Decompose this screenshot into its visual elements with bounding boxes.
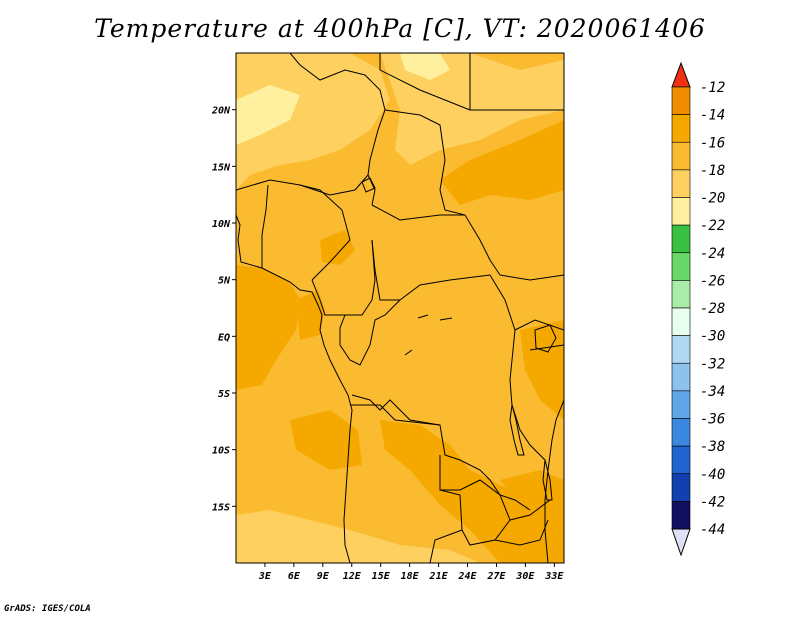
colorbar-swatch	[671, 445, 691, 475]
lon-tick-label: 18E	[401, 571, 420, 582]
colorbar-swatch	[671, 335, 691, 364]
colorbar-swatch	[671, 141, 691, 171]
lon-tick-label: 15E	[372, 571, 391, 582]
lon-tick-label: 6E	[288, 571, 301, 582]
lon-tick-label: 30E	[515, 571, 535, 582]
border-east-coast	[499, 274, 564, 351]
lon-tick-label: 3E	[258, 571, 272, 582]
colorbar-swatch	[671, 224, 691, 254]
border-chad-sudan	[384, 109, 501, 276]
border-angola	[350, 404, 463, 563]
colorbar-label: -40	[700, 467, 725, 483]
colorbar-swatch	[671, 418, 691, 447]
lake-malawi	[542, 459, 553, 501]
lon-tick-label: 24E	[457, 571, 477, 582]
warm-region-southwest	[290, 410, 362, 470]
border-cameroon	[311, 239, 376, 316]
lat-tick-label: 5S	[218, 389, 230, 400]
congo-river-lakes	[404, 314, 453, 356]
colorbar-label: -24	[700, 246, 725, 262]
warm-region-east-coast	[520, 320, 564, 420]
colorbar-label: -42	[700, 494, 725, 510]
colorbar-label: -16	[700, 135, 725, 151]
colorbar-label: -34	[700, 384, 725, 400]
colorbar-swatch	[671, 280, 691, 309]
lat-tick-label: EQ	[218, 332, 230, 343]
warm-region-east	[440, 120, 564, 205]
lon-tick-label: 27E	[486, 571, 506, 582]
temperature-field	[236, 53, 564, 563]
colorbar-label: -44	[700, 522, 725, 538]
lat-tick-label: 5N	[218, 276, 231, 287]
warm-region-gabon	[296, 290, 325, 340]
border-nigeria	[261, 184, 351, 281]
map-frame	[235, 52, 565, 564]
colorbar-label: -20	[700, 191, 725, 207]
colorbar-label: -32	[700, 356, 725, 372]
latitude-axis: 20N 15N 10N 5N EQ 5S 10S 15S	[211, 106, 236, 513]
lat-tick-label: 15S	[212, 502, 230, 513]
colorbar-swatch	[671, 501, 691, 530]
colorbar-label: -14	[700, 108, 725, 124]
colorbar-swatch	[671, 169, 691, 198]
colorbar-swatch	[671, 114, 691, 143]
coolest-region-northwest	[236, 85, 300, 145]
cool-region-south	[236, 510, 480, 563]
coolest-region-north	[400, 53, 450, 80]
colorbar-swatch	[671, 473, 691, 502]
colorbar-label: -36	[700, 412, 725, 428]
colorbar-label: -18	[700, 163, 725, 179]
lat-tick-label: 15N	[212, 162, 231, 173]
border-libya	[379, 53, 471, 111]
lat-tick-label: 10S	[212, 446, 230, 457]
colorbar-label: -28	[700, 301, 725, 317]
border-congo	[339, 299, 401, 366]
colorbar-bottom-arrow	[671, 528, 691, 557]
colorbar-label: -30	[700, 329, 725, 345]
warm-region-angola	[380, 420, 564, 563]
country-borders	[236, 53, 564, 563]
lon-tick-label: 9E	[317, 571, 330, 582]
lon-tick-label: 33E	[544, 571, 564, 582]
grads-credit: GrADS: IGES/COLA	[4, 604, 91, 614]
longitude-axis: 3E 6E 9E 12E 15E 18E 21E 24E 27E 30E 33E	[258, 563, 564, 582]
warm-region-south-east	[500, 470, 564, 520]
colorbar-label: -38	[700, 439, 725, 455]
colorbar-swatch	[671, 390, 691, 419]
map-title: Temperature at 400hPa [C], VT: 202006140…	[94, 14, 706, 43]
lake-victoria	[534, 324, 557, 353]
cool-region-north-central	[380, 53, 564, 165]
lat-tick-label: 20N	[211, 106, 231, 117]
colorbar-label: -22	[700, 218, 725, 234]
colorbar: -12 -14 -16 -18 -20 -22 -24 -26 -28 -30 -32 -34 -36 -…	[671, 61, 725, 557]
border-sahel-1	[236, 174, 369, 196]
lon-tick-label: 12E	[343, 571, 362, 582]
colorbar-swatch	[671, 197, 691, 226]
border-southeast	[494, 499, 551, 546]
colorbar-swatch	[671, 252, 691, 281]
lake-tanganyika	[509, 404, 525, 456]
colorbar-swatch	[671, 307, 691, 336]
colorbar-top-arrow	[671, 61, 691, 88]
lon-tick-label: 21E	[429, 571, 449, 582]
colorbar-swatch	[671, 86, 691, 115]
border-zambia	[440, 479, 511, 546]
colorbar-label: -26	[700, 273, 725, 289]
coastline-west-africa	[236, 214, 353, 563]
lat-tick-label: 10N	[212, 219, 231, 230]
border-sahel-2	[289, 53, 386, 206]
warm-region-central	[320, 230, 355, 265]
lake-chad	[361, 177, 376, 193]
warm-region-west-coast	[236, 265, 300, 390]
colorbar-swatch	[671, 362, 691, 392]
colorbar-label: -12	[700, 80, 725, 96]
border-drc-east	[489, 274, 546, 461]
